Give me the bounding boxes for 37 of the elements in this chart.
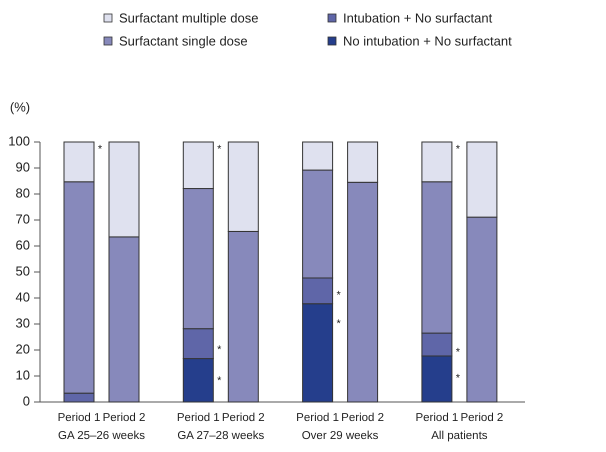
legend-label: Surfactant multiple dose bbox=[119, 10, 258, 26]
x-tick-label: Period 2 bbox=[102, 412, 146, 424]
x-tick-label: Period 2 bbox=[460, 412, 504, 424]
text: GA 27–28 weeks bbox=[177, 430, 265, 442]
x-tick-label: Period 2 bbox=[222, 412, 265, 424]
annotation: * bbox=[336, 318, 342, 330]
y-tick-label: 50 bbox=[16, 263, 30, 278]
x-tick-label: Period 2 bbox=[341, 412, 384, 424]
y-tick-label: 60 bbox=[16, 237, 30, 252]
y-tick-label: 30 bbox=[16, 315, 30, 330]
y-tick-label: 0 bbox=[22, 393, 30, 408]
y-axis-title: (%) bbox=[10, 99, 30, 114]
y-tick-label: 80 bbox=[16, 185, 30, 200]
annotation: * bbox=[98, 144, 103, 156]
x-tick-label: Period 1 bbox=[176, 412, 220, 424]
y-tick-label: 90 bbox=[16, 159, 30, 174]
y-tick-label: 10 bbox=[16, 367, 30, 382]
annotation: * bbox=[456, 144, 461, 156]
x-tick-label: Period 1 bbox=[296, 412, 340, 424]
x-tick-label: Period 1 bbox=[415, 412, 458, 424]
annotation: * bbox=[336, 289, 342, 302]
y-tick-label: 100 bbox=[8, 133, 30, 148]
text: Over 29 weeks bbox=[302, 430, 379, 442]
text: GA 25–26 weeks bbox=[58, 430, 146, 442]
y-tick-label: 20 bbox=[16, 341, 30, 356]
text: All patients bbox=[431, 430, 488, 442]
legend-label: No intubation + No surfactant bbox=[343, 33, 512, 48]
x-tick-label: Period 1 bbox=[58, 412, 100, 424]
annotation: * bbox=[456, 372, 461, 385]
legend-label: Intubation + No surfactant bbox=[343, 10, 493, 26]
y-tick-label: 70 bbox=[16, 211, 30, 226]
annotation: * bbox=[217, 344, 222, 356]
annotation: * bbox=[217, 144, 222, 156]
legend-label: Surfactant single dose bbox=[119, 33, 248, 48]
y-tick-label: 40 bbox=[16, 289, 30, 304]
annotation: * bbox=[456, 346, 461, 359]
annotation: * bbox=[217, 375, 222, 388]
